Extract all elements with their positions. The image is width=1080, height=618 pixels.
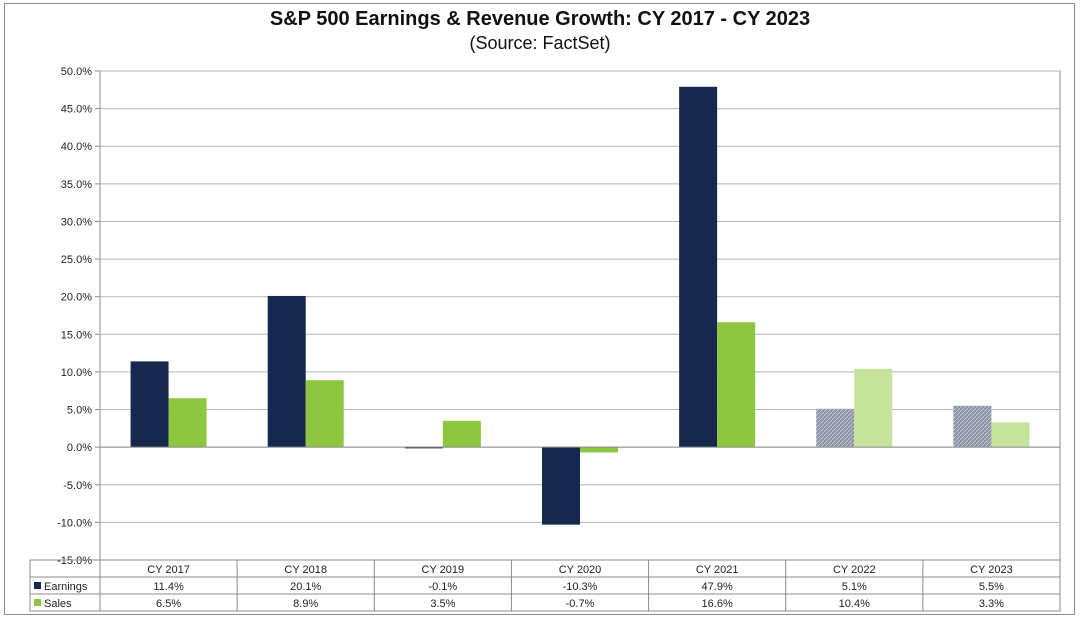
legend-label: Sales xyxy=(44,598,72,610)
data-label: -10.3% xyxy=(563,581,598,593)
data-label: 6.5% xyxy=(156,598,181,610)
y-tick-label: 35.0% xyxy=(61,179,92,191)
data-label: 20.1% xyxy=(290,581,321,593)
earnings-bar xyxy=(542,447,580,525)
sales-bar xyxy=(580,447,618,453)
sales-bar xyxy=(717,322,756,448)
chart-subtitle: (Source: FactSet) xyxy=(469,33,611,53)
sales-bar xyxy=(168,398,207,448)
y-tick-label: 45.0% xyxy=(61,104,92,116)
y-tick-label: 30.0% xyxy=(61,216,92,228)
data-label: 5.5% xyxy=(979,581,1004,593)
category-label: CY 2020 xyxy=(559,564,602,576)
data-label: 8.9% xyxy=(293,598,318,610)
category-label: CY 2018 xyxy=(284,564,327,576)
y-tick-label: 20.0% xyxy=(61,292,92,304)
category-label: CY 2021 xyxy=(696,564,739,576)
earnings-bar xyxy=(404,447,443,449)
y-tick-label: 15.0% xyxy=(61,329,92,341)
y-tick-label: -10.0% xyxy=(57,517,92,529)
sales-bar xyxy=(305,380,344,448)
category-label: CY 2023 xyxy=(970,564,1013,576)
sales-bar xyxy=(854,368,893,448)
y-tick-label: 25.0% xyxy=(61,254,92,266)
category-label: CY 2022 xyxy=(833,564,876,576)
data-label: 47.9% xyxy=(702,581,733,593)
data-label: 16.6% xyxy=(702,598,733,610)
data-label: 3.3% xyxy=(979,598,1004,610)
data-label: 3.5% xyxy=(430,598,455,610)
legend-key-sales xyxy=(34,599,41,606)
sales-bar xyxy=(991,422,1030,448)
chart-title: S&P 500 Earnings & Revenue Growth: CY 20… xyxy=(269,8,811,30)
category-label: CY 2019 xyxy=(422,564,465,576)
y-tick-label: 50.0% xyxy=(61,66,92,78)
sales-bar xyxy=(442,420,481,448)
legend-key-earnings xyxy=(34,582,41,589)
earnings-bar xyxy=(130,361,169,448)
earnings-bar xyxy=(267,295,306,448)
y-tick-label: 0.0% xyxy=(67,442,92,454)
y-tick-label: -5.0% xyxy=(63,480,92,492)
y-tick-label: 10.0% xyxy=(61,367,92,379)
data-label: 11.4% xyxy=(153,581,184,593)
y-tick-label: -15.0% xyxy=(57,555,92,567)
estimate-hatch xyxy=(816,408,855,448)
earnings-bar xyxy=(679,86,718,448)
data-label: 5.1% xyxy=(842,581,867,593)
data-label: 10.4% xyxy=(839,598,870,610)
data-label: -0.7% xyxy=(566,598,595,610)
estimate-hatch xyxy=(953,405,992,448)
data-label: -0.1% xyxy=(428,581,457,593)
legend-label: Earnings xyxy=(44,581,88,593)
y-tick-label: 5.0% xyxy=(67,405,92,417)
category-label: CY 2017 xyxy=(147,564,190,576)
y-tick-label: 40.0% xyxy=(61,141,92,153)
chart-frame xyxy=(4,3,1075,615)
